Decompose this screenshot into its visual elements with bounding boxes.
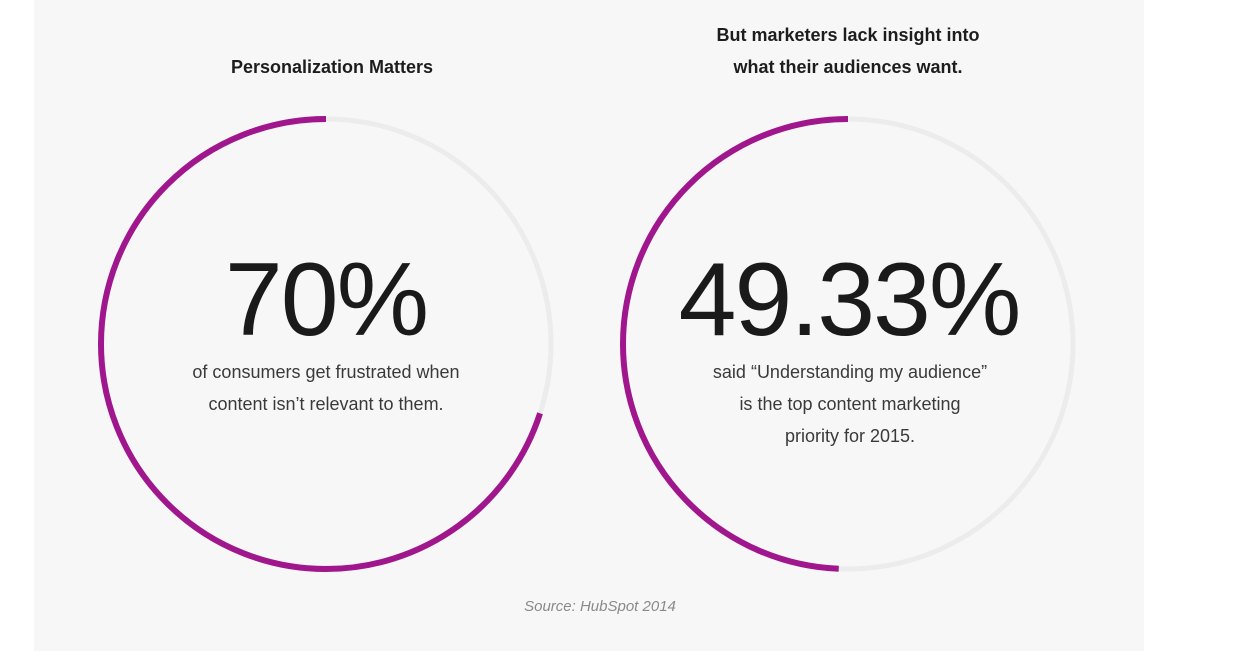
right-ring-progress [620, 116, 1076, 572]
left-progress-ring [98, 116, 554, 572]
right-title-line-2: what their audiences want. [733, 57, 963, 77]
left-caption: of consumers get frustrated when content… [192, 362, 460, 414]
infographic-panel: Personalization Matters But marketers la… [34, 0, 1144, 651]
right-title: But marketers lack insight into what the… [648, 19, 1048, 83]
right-percentage: 49.33% [678, 242, 1022, 358]
left-percentage: 70% [224, 242, 429, 358]
left-ring-progress [98, 116, 554, 572]
right-progress-ring [620, 116, 1076, 572]
source-note: Source: HubSpot 2014 [524, 598, 676, 615]
right-title-line-1: But marketers lack insight into [716, 25, 980, 45]
left-title: Personalization Matters [230, 57, 434, 77]
right-caption: said “Understanding my audience” is the … [712, 362, 988, 446]
